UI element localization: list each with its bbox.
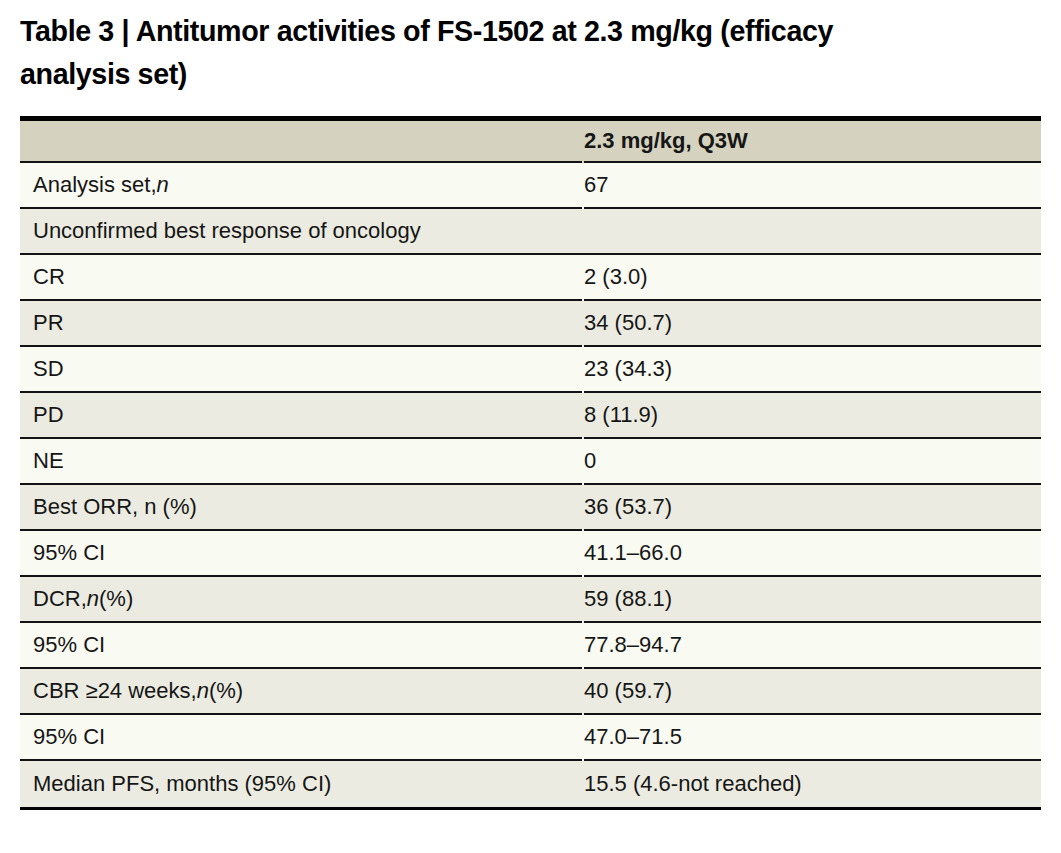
column-header-label: 2.3 mg/kg, Q3W (584, 128, 748, 154)
row-value-cell: 34 (50.7) (584, 301, 1041, 347)
row-value: 59 (88.1) (584, 586, 672, 612)
row-label: CR (33, 264, 65, 290)
table-row: 95% CI 47.0–71.5 (20, 715, 1041, 761)
row-label: 95% CI (33, 540, 105, 566)
row-label: Analysis set, (33, 172, 157, 198)
row-label: DCR, (33, 586, 87, 612)
table-row: DCR, n (%) 59 (88.1) (20, 577, 1041, 623)
row-label-cell: Analysis set, n (20, 163, 582, 209)
row-value-cell: 23 (34.3) (584, 347, 1041, 393)
row-value-cell: 2 (3.0) (584, 255, 1041, 301)
row-label: PR (33, 310, 64, 336)
table-row: CR 2 (3.0) (20, 255, 1041, 301)
row-value: 34 (50.7) (584, 310, 672, 336)
row-label-cell: CR (20, 255, 582, 301)
header-dose-cell: 2.3 mg/kg, Q3W (584, 121, 1041, 163)
row-label-cell: CBR ≥24 weeks, n (%) (20, 669, 582, 715)
table-row: CBR ≥24 weeks, n (%) 40 (59.7) (20, 669, 1041, 715)
results-table: 2.3 mg/kg, Q3W Analysis set, n 67 Unconf… (20, 116, 1041, 810)
table-header-row: 2.3 mg/kg, Q3W (20, 121, 1041, 163)
row-label-cell: PD (20, 393, 582, 439)
row-value: 41.1–66.0 (584, 540, 682, 566)
row-value: 0 (584, 448, 596, 474)
table-title: Table 3 | Antitumor activities of FS-150… (20, 9, 1041, 95)
page: Table 3 | Antitumor activities of FS-150… (0, 0, 1061, 810)
row-label-cell: Best ORR, n (%) (20, 485, 582, 531)
table-row: Analysis set, n 67 (20, 163, 1041, 209)
row-value-cell: 59 (88.1) (584, 577, 1041, 623)
row-label: Median PFS, months (95% CI) (33, 771, 331, 797)
row-value: 47.0–71.5 (584, 724, 682, 750)
row-value-cell: 47.0–71.5 (584, 715, 1041, 761)
row-label: SD (33, 356, 64, 382)
row-label-cell: PR (20, 301, 582, 347)
row-label-cell: 95% CI (20, 531, 582, 577)
row-value-cell: 40 (59.7) (584, 669, 1041, 715)
row-label-italic: n (197, 678, 209, 704)
row-label-italic: n (87, 586, 99, 612)
row-label-suffix: (%) (99, 586, 133, 612)
table-title-line-2: analysis set) (20, 52, 187, 95)
row-label: NE (33, 448, 64, 474)
section-label-cell: Unconfirmed best response of oncology (20, 209, 1041, 255)
row-value: 67 (584, 172, 608, 198)
table-row: PD 8 (11.9) (20, 393, 1041, 439)
row-label-cell: NE (20, 439, 582, 485)
row-value-cell: 41.1–66.0 (584, 531, 1041, 577)
table-section-row: Unconfirmed best response of oncology (20, 209, 1041, 255)
row-value-cell: 77.8–94.7 (584, 623, 1041, 669)
row-label: 95% CI (33, 724, 105, 750)
row-value: 15.5 (4.6-not reached) (584, 771, 802, 797)
row-value: 77.8–94.7 (584, 632, 682, 658)
table-row: NE 0 (20, 439, 1041, 485)
table-row: SD 23 (34.3) (20, 347, 1041, 393)
row-label-cell: 95% CI (20, 623, 582, 669)
row-label: 95% CI (33, 632, 105, 658)
table-row: Best ORR, n (%) 36 (53.7) (20, 485, 1041, 531)
row-value: 40 (59.7) (584, 678, 672, 704)
row-label-suffix: (%) (209, 678, 243, 704)
header-empty-cell (20, 121, 582, 163)
row-label: Best ORR, n (%) (33, 494, 197, 520)
table-row: 95% CI 41.1–66.0 (20, 531, 1041, 577)
row-value-cell: 36 (53.7) (584, 485, 1041, 531)
table-title-line-1: Table 3 | Antitumor activities of FS-150… (20, 9, 833, 52)
row-label-italic: n (157, 172, 169, 198)
row-value-cell: 67 (584, 163, 1041, 209)
row-value-cell: 8 (11.9) (584, 393, 1041, 439)
table-row: PR 34 (50.7) (20, 301, 1041, 347)
row-label-cell: SD (20, 347, 582, 393)
row-label-cell: DCR, n (%) (20, 577, 582, 623)
row-label-cell: 95% CI (20, 715, 582, 761)
table-row: 95% CI 77.8–94.7 (20, 623, 1041, 669)
section-label: Unconfirmed best response of oncology (33, 218, 421, 244)
table-row: Median PFS, months (95% CI) 15.5 (4.6-no… (20, 761, 1041, 807)
row-value: 8 (11.9) (584, 402, 658, 428)
row-value-cell: 15.5 (4.6-not reached) (584, 761, 1041, 807)
row-value: 23 (34.3) (584, 356, 672, 382)
row-value: 2 (3.0) (584, 264, 648, 290)
row-label: PD (33, 402, 64, 428)
row-label: CBR ≥24 weeks, (33, 678, 197, 704)
row-value: 36 (53.7) (584, 494, 672, 520)
row-value-cell: 0 (584, 439, 1041, 485)
row-label-cell: Median PFS, months (95% CI) (20, 761, 582, 807)
